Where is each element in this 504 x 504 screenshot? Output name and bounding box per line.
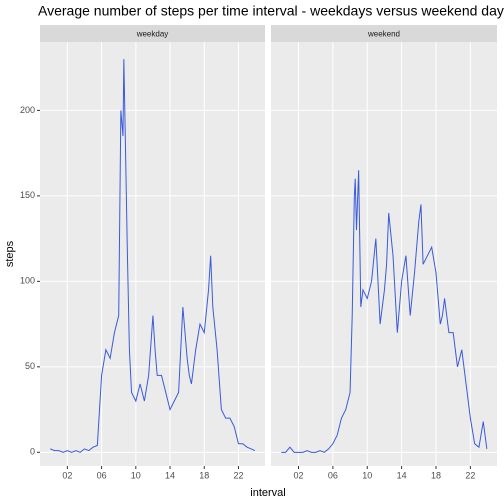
series-line [50, 59, 256, 453]
x-axis-label: interval [250, 487, 285, 499]
y-tick-label: 50 [25, 361, 35, 371]
panel-background [271, 42, 497, 466]
x-tick-label: 10 [131, 470, 141, 480]
strip-label: weekend [367, 30, 400, 39]
y-tick-label: 200 [20, 105, 35, 115]
x-tick-label: 18 [199, 470, 209, 480]
x-tick-label: 06 [328, 470, 338, 480]
y-tick-label: 0 [30, 447, 35, 457]
chart-title: Average number of steps per time interva… [38, 3, 504, 19]
x-tick-label: 06 [97, 470, 107, 480]
x-tick-label: 14 [165, 470, 175, 480]
x-tick-label: 10 [362, 470, 372, 480]
x-tick-label: 22 [465, 470, 475, 480]
panel-background [40, 42, 265, 466]
x-tick-label: 02 [293, 470, 303, 480]
series-line [281, 170, 488, 453]
strip-background [40, 25, 265, 42]
strip-background [271, 25, 497, 42]
x-tick-label: 18 [431, 470, 441, 480]
y-tick-label: 150 [20, 190, 35, 200]
x-tick-label: 22 [233, 470, 243, 480]
x-tick-label: 14 [397, 470, 407, 480]
strip-label: weekday [136, 30, 169, 39]
y-tick-label: 100 [20, 276, 35, 286]
y-axis-label: steps [4, 240, 16, 267]
x-tick-label: 02 [62, 470, 72, 480]
